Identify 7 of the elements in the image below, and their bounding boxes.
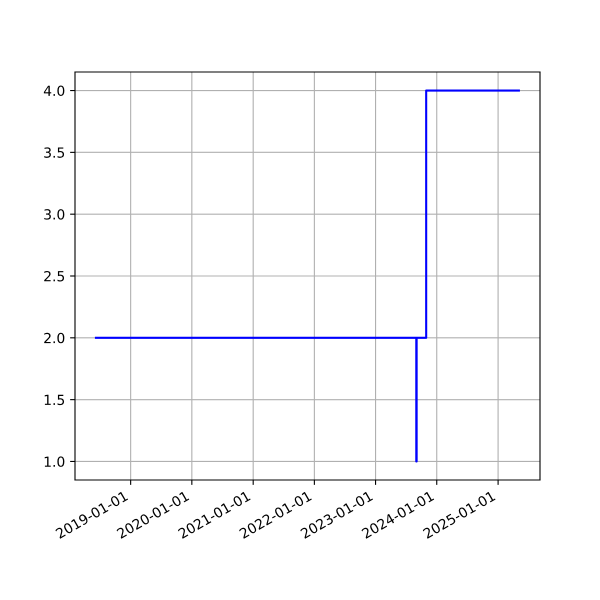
y-tick-label: 3.0	[44, 209, 64, 220]
y-tick-label: 1.0	[44, 456, 64, 467]
y-tick-label: 2.0	[44, 332, 64, 344]
y-tick-label: 3.5	[44, 147, 64, 158]
y-tick-label: 1.5	[44, 394, 64, 406]
y-tick-label: 4.0	[44, 86, 64, 96]
y-tick-label: 2.5	[44, 270, 64, 282]
